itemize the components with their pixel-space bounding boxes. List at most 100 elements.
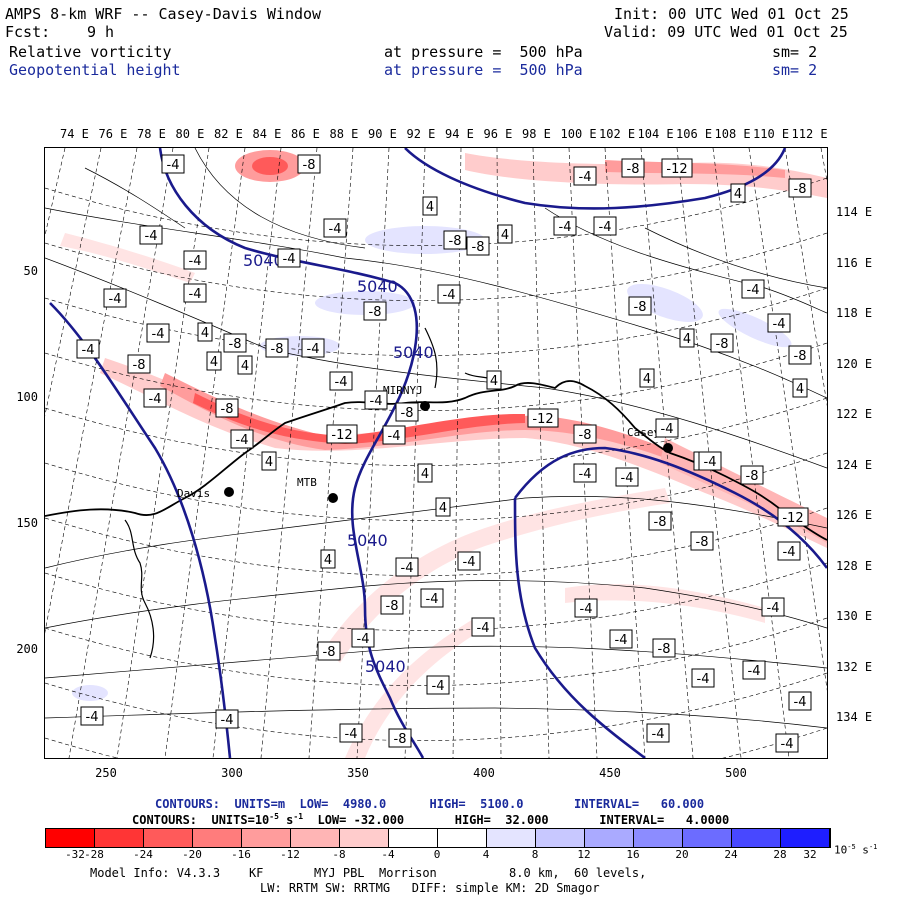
vorticity-label: -4 (183, 250, 207, 270)
height-contour-labels: 5040 5040 5040 5040 5040 (243, 251, 434, 676)
right-longitude-label: 128 E (836, 558, 873, 573)
right-longitude-label: 130 E (836, 609, 873, 623)
colorbar-tick-label: 12 (577, 848, 591, 861)
vorticity-label: 4 (679, 328, 695, 348)
vorticity-label: -8 (380, 595, 404, 615)
svg-text:-4: -4 (661, 422, 674, 437)
vorticity-label: -8 (127, 354, 151, 374)
top-longitude-label: 88 E (329, 127, 359, 141)
vorticity-label: -12 (661, 158, 693, 178)
vorticity-label: -4 (80, 706, 104, 726)
svg-text:-8: -8 (654, 515, 667, 530)
field1-smoothing: sm= 2 (772, 43, 818, 61)
colorbar-swatch (438, 829, 487, 847)
init-time: Init: 00 UTC Wed 01 Oct 25 (614, 5, 849, 23)
vorticity-label: -4 (615, 467, 639, 487)
top-longitude-label: 98 E (522, 127, 551, 141)
svg-text:-8: -8 (472, 240, 485, 255)
right-longitude-label: 124 E (836, 457, 873, 472)
svg-text:4: 4 (683, 332, 691, 347)
svg-text:-8: -8 (746, 469, 759, 484)
vorticity-label: -4 (161, 154, 185, 174)
colorbar-tick-label: 4 (482, 848, 490, 861)
svg-text:-8: -8 (369, 305, 382, 320)
vorticity-label: -8 (710, 333, 734, 353)
colorbar-tick-label: -20 (182, 848, 202, 861)
svg-text:-4: -4 (189, 287, 202, 302)
vorticity-label: -4 (593, 216, 617, 236)
colorbar-swatch (781, 829, 830, 847)
vorticity-label: -4 (777, 541, 801, 561)
svg-text:-8: -8 (449, 234, 462, 249)
svg-text:-8: -8 (696, 535, 709, 550)
colorbar-tick-label: 16 (626, 848, 640, 861)
x-tick-label: 450 (599, 766, 621, 780)
vorticity-label: -8 (690, 531, 714, 551)
svg-text:-8: -8 (271, 342, 284, 357)
svg-text:4: 4 (643, 372, 651, 387)
svg-text:-8: -8 (133, 358, 146, 373)
field1-name: Relative vorticity (9, 43, 172, 61)
svg-text:-8: -8 (627, 162, 640, 177)
vorticity-label: -4 (574, 598, 598, 618)
colorbar-swatch (340, 829, 389, 847)
svg-text:-8: -8 (386, 599, 399, 614)
vorticity-label: -4 (775, 733, 799, 753)
svg-text:-4: -4 (86, 710, 99, 725)
height-label: 5040 (357, 277, 398, 296)
top-longitude-label: 106 E (676, 127, 713, 141)
vorticity-label: -4 (139, 225, 163, 245)
right-longitude-label: 114 E (836, 205, 873, 219)
svg-text:-4: -4 (109, 292, 122, 307)
svg-text:-4: -4 (401, 561, 414, 576)
x-tick-label: 300 (221, 766, 243, 780)
y-tick-label: 100 (16, 390, 38, 404)
top-longitude-label: 110 E (753, 127, 790, 141)
svg-text:-8: -8 (229, 337, 242, 352)
map-panel: Davis MTB Casey MIRNYJ 5040 5040 5040 50… (44, 147, 828, 759)
vorticity-label: -4 (146, 323, 170, 343)
forecast-label: Fcst: (5, 23, 51, 41)
field2-smoothing: sm= 2 (772, 61, 818, 79)
vorticity-label: -12 (777, 507, 809, 527)
vorticity-label: -8 (628, 296, 652, 316)
vorticity-label: -4 (351, 628, 375, 648)
vorticity-label: -4 (301, 338, 325, 358)
vorticity-label: -8 (788, 178, 812, 198)
svg-text:-4: -4 (704, 455, 717, 470)
vorticity-label: -8 (648, 511, 672, 531)
svg-text:-4: -4 (599, 220, 612, 235)
svg-text:-4: -4 (432, 679, 445, 694)
vorticity-label: -8 (788, 345, 812, 365)
svg-text:-4: -4 (167, 158, 180, 173)
svg-text:4: 4 (210, 355, 218, 370)
station-mirny-dot (420, 401, 430, 411)
colorbar-units: 10-5 s-1 (834, 843, 878, 857)
top-longitude-label: 92 E (406, 127, 436, 141)
vorticity-label: -8 (652, 638, 676, 658)
svg-text:-4: -4 (345, 727, 358, 742)
svg-text:4: 4 (439, 501, 447, 516)
colorbar-tick-label: -16 (231, 848, 251, 861)
field2-name: Geopotential height (9, 61, 181, 79)
svg-text:-4: -4 (388, 429, 401, 444)
top-longitude-label: 86 E (291, 127, 320, 141)
vorticity-label: -4 (437, 284, 461, 304)
svg-text:-4: -4 (580, 602, 593, 617)
map-plot: Davis MTB Casey MIRNYJ 5040 5040 5040 50… (45, 148, 827, 758)
colorbar-tick-label: 24 (724, 848, 738, 861)
colorbar-swatch (46, 829, 95, 847)
vorticity-label: -4 (573, 166, 597, 186)
svg-text:-4: -4 (329, 222, 342, 237)
top-longitude-label: 82 E (214, 127, 243, 141)
right-longitude-label: 118 E (836, 306, 873, 320)
svg-text:-4: -4 (189, 254, 202, 269)
svg-text:-8: -8 (716, 337, 729, 352)
vorticity-label: -4 (573, 463, 597, 483)
vorticity-label: -4 (761, 597, 785, 617)
colorbar-tick-label: -32 (65, 848, 85, 861)
colorbar-tick-label: 20 (675, 848, 689, 861)
colorbar-tick-label: 32 (803, 848, 817, 861)
svg-text:-4: -4 (621, 471, 634, 486)
svg-text:-4: -4 (767, 601, 780, 616)
